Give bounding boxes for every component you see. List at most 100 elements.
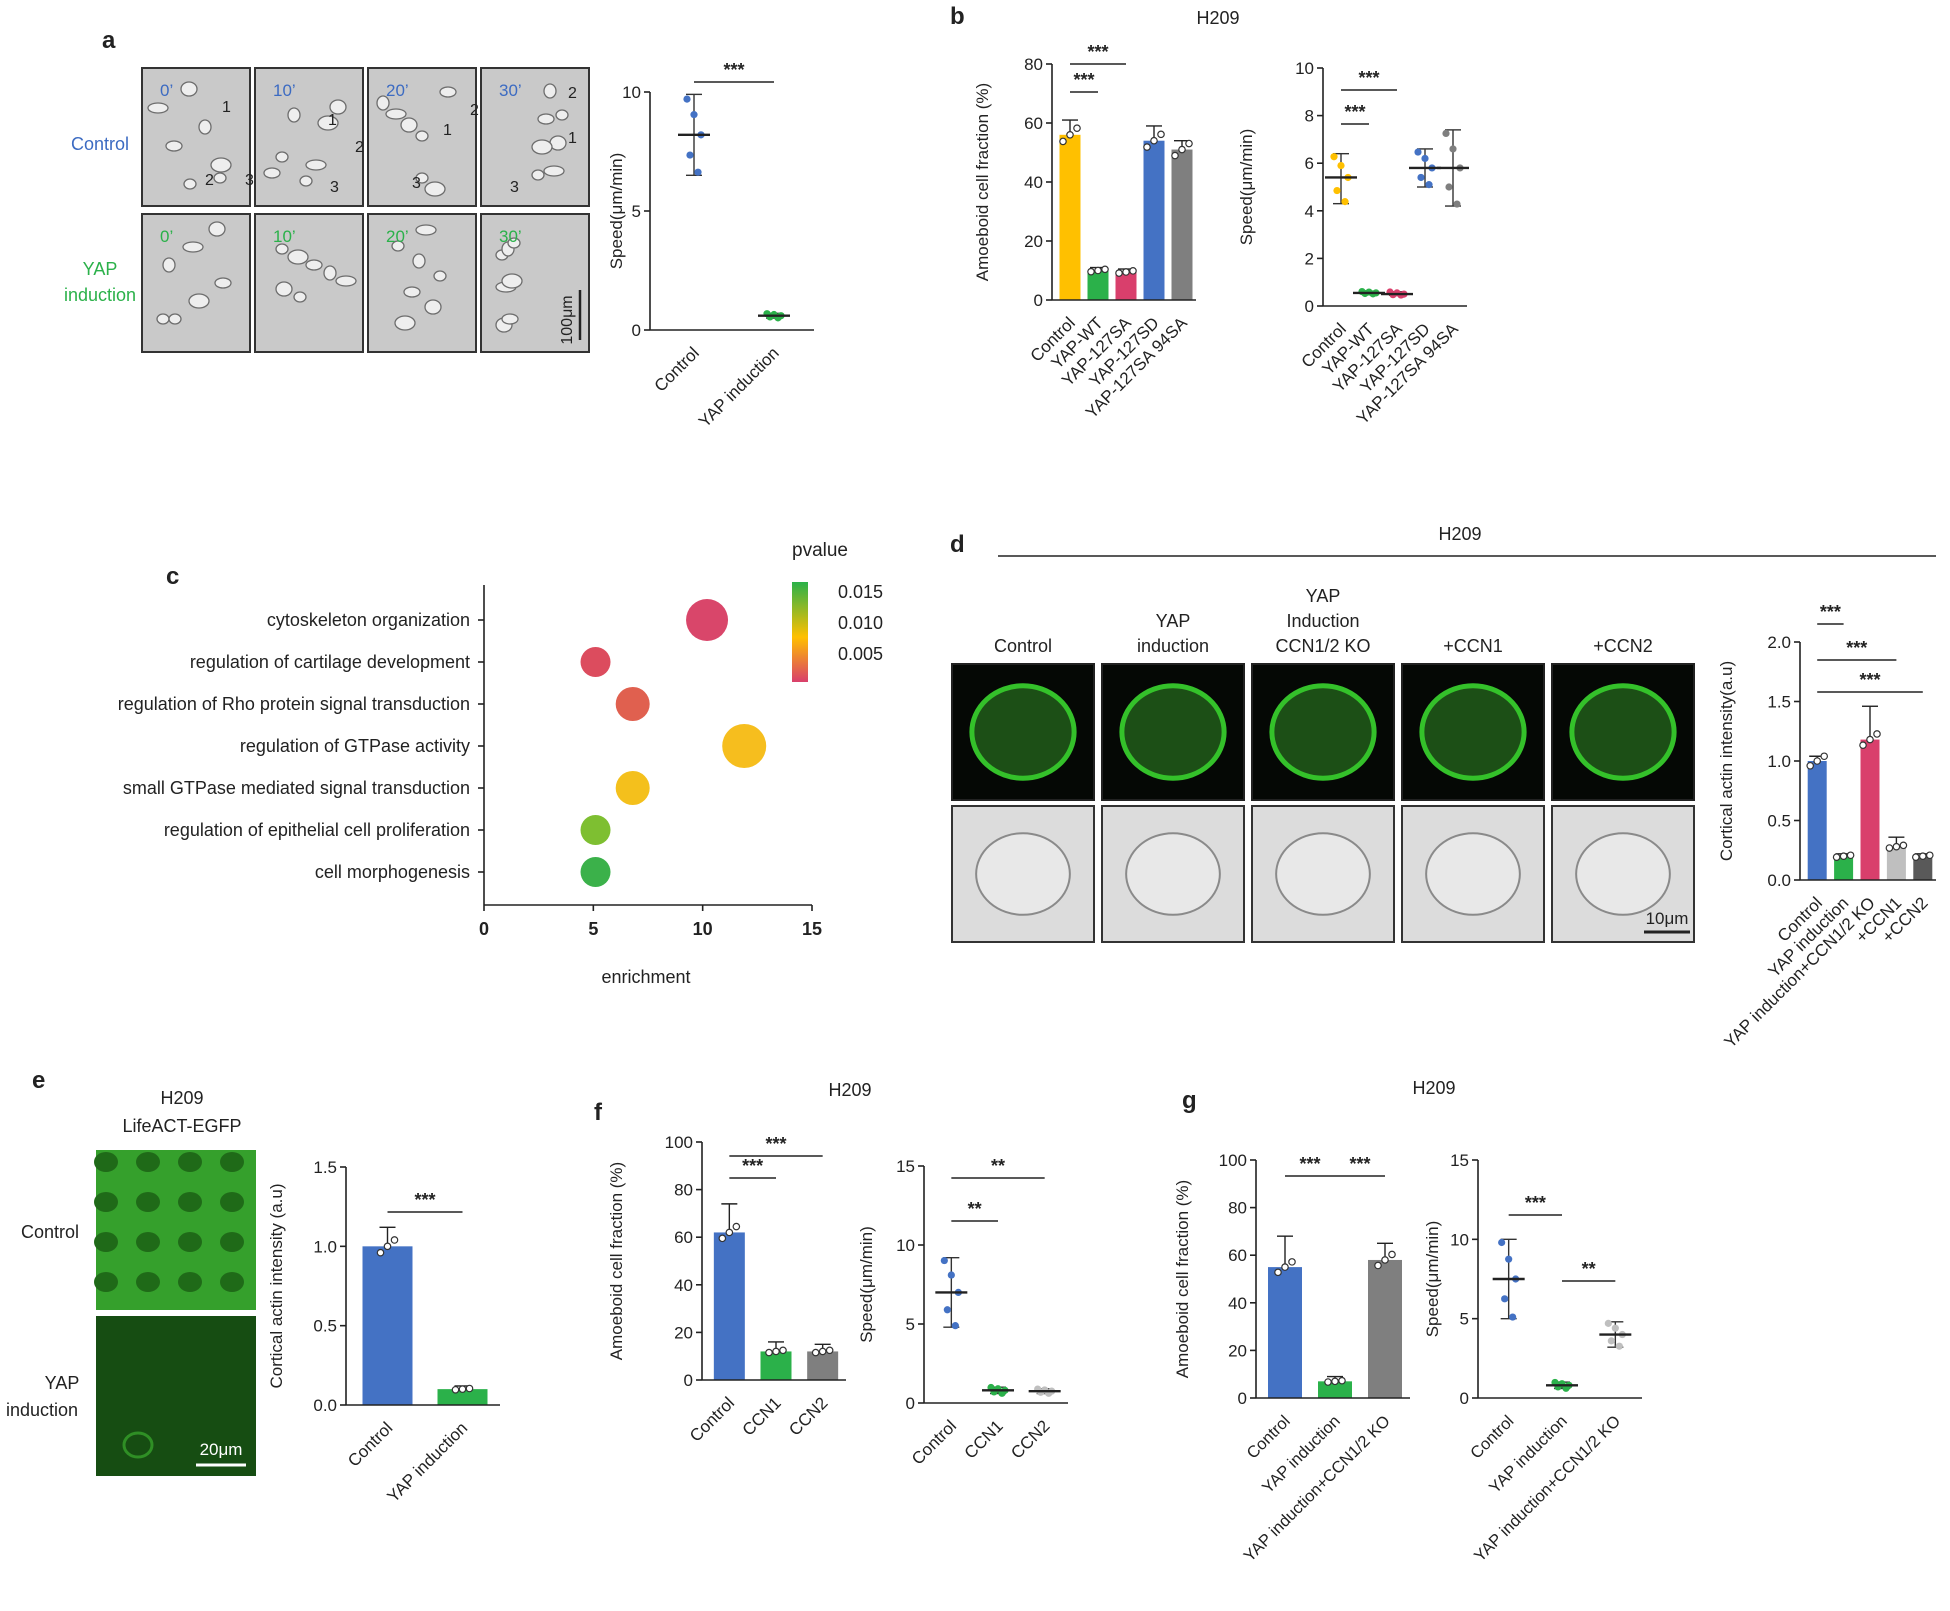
y-tick-label: 15 <box>1450 1151 1469 1170</box>
term-label: regulation of GTPase activity <box>240 736 470 756</box>
cell <box>1419 683 1527 781</box>
cell <box>1125 832 1221 916</box>
bar <box>1913 856 1933 880</box>
bar <box>362 1246 413 1405</box>
cell <box>1425 832 1521 916</box>
data-point <box>1615 1342 1623 1350</box>
y-tick-label: 8 <box>1305 107 1314 126</box>
cell-id-label: 2 <box>568 85 577 102</box>
x-axis-label: enrichment <box>601 967 690 987</box>
micrograph-frame <box>480 67 590 207</box>
cell <box>329 99 347 115</box>
y-tick-label: 60 <box>1024 114 1043 133</box>
data-point <box>1143 143 1151 151</box>
data-point <box>1381 1256 1389 1264</box>
bar <box>1886 846 1906 880</box>
cell <box>94 1272 118 1292</box>
data-point <box>1839 852 1848 861</box>
y-tick-label: 2 <box>1305 249 1314 268</box>
cell <box>182 241 204 253</box>
dic-3 <box>1401 805 1545 943</box>
y-axis-label: Speed(μm/min) <box>1237 129 1256 246</box>
data-point <box>725 1228 734 1237</box>
bar <box>1860 739 1880 880</box>
cell <box>275 151 289 163</box>
term-label: cytoskeleton organization <box>267 610 470 630</box>
y-tick-label: 0.0 <box>313 1396 337 1415</box>
cell-id-label: 3 <box>412 175 421 192</box>
bar <box>1087 270 1109 300</box>
y-axis-label: Speed(μm/min) <box>1423 1221 1442 1338</box>
data-point <box>825 1346 834 1355</box>
term-label: regulation of epithelial cell proliferat… <box>164 820 470 840</box>
cell <box>147 102 169 114</box>
data-point <box>1806 761 1815 770</box>
x-tick-label: Control <box>1467 1412 1517 1462</box>
cell <box>555 109 569 121</box>
cell <box>424 181 446 197</box>
micrograph-control-3 <box>480 67 590 207</box>
data-point <box>1453 200 1461 208</box>
data-point <box>1417 173 1425 182</box>
time-label: 20’ <box>386 227 409 246</box>
y-tick-label: 0 <box>1238 1389 1247 1408</box>
cell <box>136 1152 160 1172</box>
cell <box>975 832 1071 916</box>
cell <box>94 1192 118 1212</box>
data-point <box>1885 844 1894 852</box>
fluorescence-yap <box>96 1316 256 1476</box>
cell <box>400 117 418 133</box>
column-label: YAP <box>1306 586 1341 606</box>
cell <box>162 257 176 273</box>
term-label: small GTPase mediated signal transductio… <box>123 778 470 798</box>
cell <box>213 172 227 184</box>
column-label: +CCN1 <box>1443 636 1503 656</box>
bar <box>1834 856 1854 880</box>
cell <box>198 119 212 135</box>
y-tick-label: 1.5 <box>1767 693 1791 712</box>
data-point <box>943 1306 951 1314</box>
y-axis-label: Speed(μm/min) <box>607 153 626 270</box>
data-point <box>1611 1324 1619 1332</box>
data-point <box>383 1242 392 1251</box>
cell <box>531 169 545 181</box>
data-point <box>1820 752 1829 761</box>
panel-label-a: a <box>102 27 116 54</box>
data-point <box>940 1256 948 1265</box>
micrograph-yap-1 <box>254 213 364 353</box>
data-point <box>1445 183 1453 191</box>
enrichment-dot <box>722 724 767 768</box>
cell-id-label: 3 <box>330 179 339 196</box>
data-point <box>1374 1261 1382 1270</box>
significance-label: *** <box>1299 1154 1320 1174</box>
data-point <box>1604 1319 1612 1327</box>
cell <box>537 113 555 125</box>
x-tick-label: CCN2 <box>785 1393 831 1439</box>
y-tick-label: 0 <box>1460 1389 1469 1408</box>
data-point <box>1899 841 1908 850</box>
cell <box>287 249 309 265</box>
y-tick-label: 0.5 <box>313 1317 337 1336</box>
cell <box>183 178 197 190</box>
cell <box>275 281 293 297</box>
bar <box>1171 149 1193 300</box>
y-tick-label: 10 <box>896 1236 915 1255</box>
data-point <box>1288 1258 1296 1266</box>
row-label-induction: induction <box>6 1400 78 1420</box>
micrograph-frame <box>367 213 477 353</box>
cell <box>376 95 390 111</box>
data-point <box>1813 757 1822 765</box>
y-tick-label: 5 <box>906 1315 915 1334</box>
y-tick-label: 0 <box>1034 291 1043 310</box>
y-tick-label: 4 <box>1305 202 1314 221</box>
x-tick-label: 0 <box>479 919 489 939</box>
data-point <box>818 1347 827 1356</box>
cell <box>210 157 232 173</box>
data-point <box>1274 1268 1282 1277</box>
cell <box>1119 683 1227 781</box>
micrograph-yap-2 <box>367 213 477 353</box>
data-point <box>1873 730 1881 738</box>
bar <box>807 1351 839 1380</box>
panel-subtitle-e: LifeACT-EGFP <box>122 1116 241 1136</box>
panel-title-e: H209 <box>160 1088 203 1108</box>
